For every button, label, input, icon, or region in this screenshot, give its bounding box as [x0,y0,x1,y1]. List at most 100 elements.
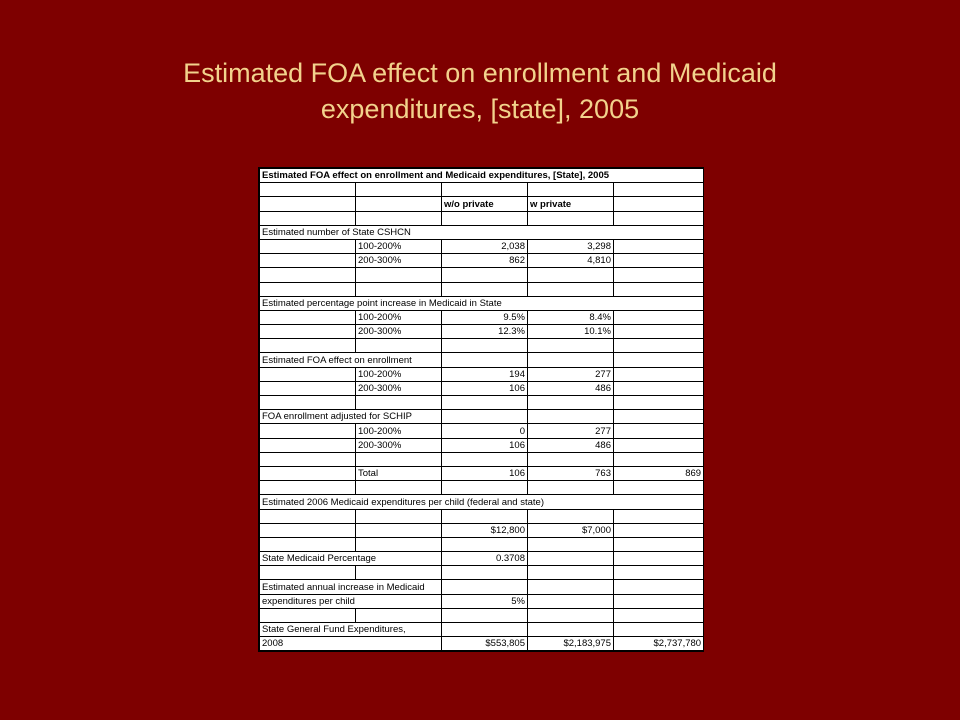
empty-cell [612,409,705,425]
cell-value: $2,737,780 [612,636,705,652]
empty-cell [355,522,442,538]
empty-cell [355,508,442,524]
band-label: 200-300% [355,253,442,269]
empty-cell [527,536,614,553]
empty-cell [527,267,614,283]
table-row: Estimated FOA effect on enrollment [259,352,705,368]
empty-cell [355,394,442,411]
empty-cell [259,309,356,326]
empty-cell [612,196,705,212]
empty-cell [441,536,528,553]
empty-cell [612,238,705,255]
empty-cell [441,579,528,595]
empty-cell [355,210,442,226]
empty-cell [527,480,614,496]
table-row: w/o private w private [259,196,705,212]
empty-cell [259,522,356,538]
empty-cell [259,437,356,453]
table-row: 200-300% 862 4,810 [259,253,705,269]
band-label: 200-300% [355,437,442,453]
total-label: Total [355,465,442,482]
empty-cell [612,423,705,439]
empty-cell [527,579,614,595]
empty-cell [612,324,705,340]
band-label: 100-200% [355,238,442,255]
empty-cell [355,182,442,198]
table-row [259,607,705,624]
section-label: Estimated percentage point increase in M… [258,295,705,311]
table-row [259,508,705,524]
empty-cell [259,536,356,553]
cell-value: 4,810 [527,253,614,269]
table-row: 200-300% 12.3% 10.1% [259,324,705,340]
cell-value: $12,800 [441,522,528,538]
table-row: Estimated 2006 Medicaid expenditures per… [258,494,705,510]
cell-value: 763 [527,465,614,482]
table-row: 100-200% 9.5% 8.4% [259,309,705,326]
empty-cell [527,621,614,638]
slide-title: Estimated FOA effect on enrollment and M… [60,55,900,127]
table-row: Total 106 763 869 [259,465,705,482]
empty-cell [259,281,356,297]
table-row [259,281,705,297]
empty-cell [612,253,705,269]
empty-cell [355,267,442,283]
empty-cell [527,182,614,198]
empty-cell [612,593,705,609]
empty-cell [259,508,356,524]
empty-cell [527,394,614,411]
cell-value: 869 [612,465,705,482]
empty-cell [612,508,705,524]
empty-cell [612,309,705,326]
empty-cell [527,508,614,524]
band-label: 100-200% [355,309,442,326]
section-label: Estimated 2006 Medicaid expenditures per… [258,494,705,510]
empty-cell [612,551,705,567]
cell-value: 2,038 [441,238,528,255]
band-label: 100-200% [355,366,442,382]
section-label: State General Fund Expenditures, [259,621,442,638]
empty-cell [612,267,705,283]
empty-cell [612,281,705,297]
empty-cell [259,338,356,354]
table-row: 100-200% 0 277 [259,423,705,439]
empty-cell [259,565,356,581]
cell-value: 106 [441,465,528,482]
empty-cell [355,607,442,624]
table-row: State General Fund Expenditures, [259,621,705,638]
empty-cell [612,579,705,595]
empty-cell [259,238,356,255]
cell-value: 3,298 [527,238,614,255]
cell-value: 194 [441,366,528,382]
empty-cell [527,607,614,624]
table-row: Estimated annual increase in Medicaid [259,579,705,595]
table-row: expenditures per child 5% [259,593,705,609]
table-row [259,267,705,283]
table-row [259,480,705,496]
section-label: Estimated annual increase in Medicaid [259,579,442,595]
empty-cell [355,281,442,297]
empty-cell [259,480,356,496]
section-label: 2008 [259,636,442,652]
table-row: Estimated FOA effect on enrollment and M… [258,167,705,184]
table-row [259,451,705,467]
cell-value: 8.4% [527,309,614,326]
band-label: 200-300% [355,324,442,340]
empty-cell [259,324,356,340]
empty-cell [441,451,528,467]
empty-cell [612,210,705,226]
empty-cell [441,352,528,368]
table-row: $12,800 $7,000 [259,522,705,538]
empty-cell [441,565,528,581]
empty-cell [527,352,614,368]
cell-value: 9.5% [441,309,528,326]
empty-cell [441,621,528,638]
table-row [259,182,705,198]
empty-cell [259,210,356,226]
empty-cell [612,394,705,411]
empty-cell [259,451,356,467]
table-row: FOA enrollment adjusted for SCHIP [259,409,705,425]
empty-cell [612,380,705,397]
empty-cell [259,267,356,283]
empty-cell [527,409,614,425]
